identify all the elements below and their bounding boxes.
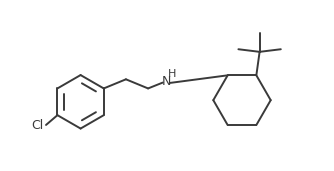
Text: Cl: Cl — [31, 119, 44, 132]
Text: H: H — [168, 69, 176, 79]
Text: N: N — [161, 75, 171, 88]
